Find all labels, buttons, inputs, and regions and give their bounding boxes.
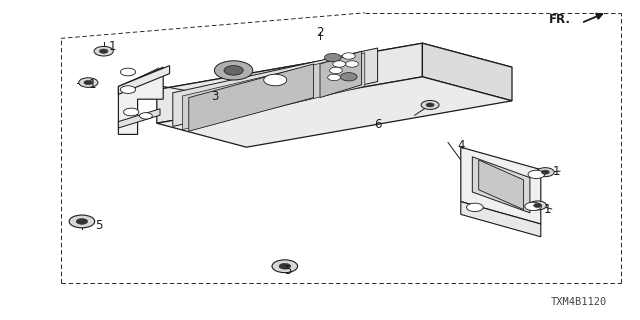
Polygon shape <box>461 147 541 224</box>
Circle shape <box>124 108 139 116</box>
Circle shape <box>467 203 483 212</box>
Circle shape <box>426 103 434 107</box>
Circle shape <box>421 100 439 109</box>
Text: 5: 5 <box>95 219 103 232</box>
Circle shape <box>529 201 547 210</box>
Circle shape <box>346 61 358 67</box>
Polygon shape <box>422 43 512 101</box>
Circle shape <box>342 53 355 59</box>
Circle shape <box>279 263 291 269</box>
Circle shape <box>328 74 340 81</box>
Text: 5: 5 <box>284 264 292 277</box>
Circle shape <box>534 204 541 207</box>
Circle shape <box>272 260 298 273</box>
Circle shape <box>99 49 108 53</box>
Circle shape <box>333 61 346 67</box>
Circle shape <box>120 86 136 93</box>
Circle shape <box>94 46 113 56</box>
Polygon shape <box>118 67 163 134</box>
Circle shape <box>140 113 152 119</box>
Polygon shape <box>173 48 378 126</box>
Circle shape <box>330 67 342 74</box>
Polygon shape <box>118 66 170 94</box>
Text: 4: 4 <box>457 139 465 152</box>
Circle shape <box>264 74 287 86</box>
Polygon shape <box>479 160 524 210</box>
Circle shape <box>120 68 136 76</box>
Circle shape <box>214 61 253 80</box>
Circle shape <box>79 78 98 87</box>
Polygon shape <box>157 77 512 147</box>
Text: 2: 2 <box>316 26 324 38</box>
Circle shape <box>525 202 541 211</box>
Text: TXM4B1120: TXM4B1120 <box>551 297 607 308</box>
Circle shape <box>528 170 545 179</box>
Circle shape <box>536 168 554 177</box>
Text: 6: 6 <box>374 118 381 131</box>
Text: 3: 3 <box>211 90 218 102</box>
Polygon shape <box>118 109 160 128</box>
Polygon shape <box>461 202 541 237</box>
Text: 1: 1 <box>543 203 551 216</box>
Polygon shape <box>472 157 530 213</box>
Circle shape <box>324 53 341 62</box>
Circle shape <box>76 219 88 224</box>
Text: 1: 1 <box>108 40 116 53</box>
Circle shape <box>541 170 549 174</box>
Polygon shape <box>189 64 314 131</box>
Text: 1: 1 <box>89 78 97 91</box>
Text: FR.: FR. <box>549 13 571 26</box>
Polygon shape <box>157 43 512 114</box>
Polygon shape <box>182 53 365 130</box>
Circle shape <box>340 73 357 81</box>
Text: 1: 1 <box>553 165 561 178</box>
Polygon shape <box>157 43 422 123</box>
Circle shape <box>69 215 95 228</box>
Circle shape <box>224 66 243 75</box>
Circle shape <box>84 80 93 85</box>
Polygon shape <box>320 51 362 98</box>
